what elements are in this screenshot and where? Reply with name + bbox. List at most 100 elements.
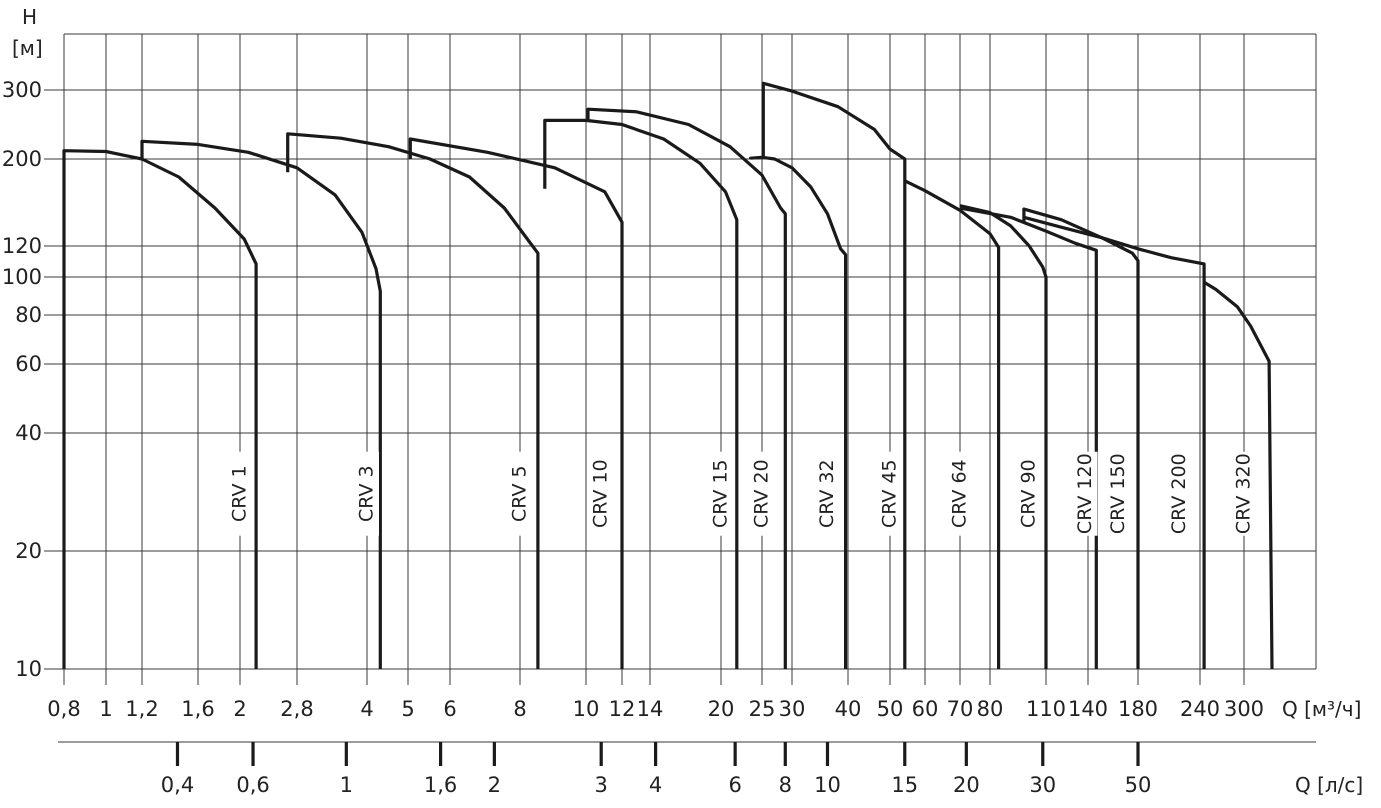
series-label-bg <box>589 451 614 536</box>
series-label-bg <box>1073 451 1098 536</box>
series-curve-crv-20 <box>586 107 787 669</box>
series-label-bg <box>815 451 840 536</box>
x-tick-label-m3h: 80 <box>977 697 1004 721</box>
series-label-bg <box>508 451 532 536</box>
x-tick-label-m3h: 6 <box>443 697 456 721</box>
series-label: CRV 15 <box>710 459 732 528</box>
y-axis-label-line2: [м] <box>12 36 43 60</box>
y-tick-label: 80 <box>15 303 42 327</box>
series-label-bg <box>1017 451 1042 536</box>
series-curve-crv-32 <box>749 155 848 669</box>
x-tick-label-m3h: 40 <box>835 697 862 721</box>
series-label: CRV 10 <box>590 459 612 528</box>
x-tick-label-ls: 20 <box>953 773 980 797</box>
x-tick-label-m3h: 25 <box>749 697 776 721</box>
series-labels: CRV 1 CRV 3 CRV 5 CRV 10 CRV 15 CRV 20 CRV 32 C… <box>228 451 1256 536</box>
series-curve-crv-90 <box>959 204 1048 669</box>
x-tick-label-m3h: 4 <box>360 697 373 721</box>
x-tick-label-ls: 3 <box>595 773 608 797</box>
series-curves <box>62 81 1274 670</box>
series-curve-crv-64 <box>904 179 1001 669</box>
x-tick-label-m3h: 60 <box>912 697 939 721</box>
x-tick-label-m3h: 240 <box>1180 697 1220 721</box>
y-tick-label: 10 <box>15 657 42 681</box>
x-tick-label-m3h: 20 <box>708 697 735 721</box>
series-label: CRV 20 <box>751 459 773 528</box>
x-axis-label-m3h: Q [м³/ч] <box>1282 697 1361 721</box>
x-tick-label-ls: 4 <box>649 773 662 797</box>
x-tick-label-ls: 2 <box>488 773 501 797</box>
x-tick-label-ls: 0,6 <box>236 773 269 797</box>
series-label: CRV 150 <box>1107 453 1129 534</box>
y-tick-label: 120 <box>2 234 42 258</box>
y-axis-label-line1: H <box>22 5 37 29</box>
grid <box>44 33 1317 743</box>
series-label-bg <box>750 451 774 536</box>
x-tick-label-ls: 30 <box>1029 773 1056 797</box>
series-label: CRV 45 <box>879 459 901 528</box>
x-tick-label-ls: 15 <box>891 773 918 797</box>
series-label-bg <box>1106 451 1131 536</box>
x-tick-label-m3h: 30 <box>779 697 806 721</box>
y-tick-label: 300 <box>2 78 42 102</box>
x-tick-label-ls: 6 <box>728 773 741 797</box>
y-axis-ticks: 10 20 40 60 80 100 120 200 300 <box>2 78 42 681</box>
x-tick-label-m3h: 12 <box>609 697 636 721</box>
series-label: CRV 90 <box>1018 459 1040 528</box>
x-tick-label-ls: 50 <box>1125 773 1152 797</box>
x-tick-label-m3h: 0,8 <box>47 697 80 721</box>
x-axis-label-ls: Q [л/с] <box>1295 773 1363 797</box>
x-tick-label-m3h: 5 <box>401 697 414 721</box>
series-label-bg <box>948 451 972 536</box>
x-tick-label-m3h: 180 <box>1118 697 1158 721</box>
series-label: CRV 200 <box>1168 453 1190 534</box>
series-curve-crv-120 <box>959 206 1098 669</box>
x-tick-label-m3h: 1,6 <box>181 697 214 721</box>
x-tick-label-m3h: 70 <box>947 697 974 721</box>
y-tick-label: 100 <box>2 265 42 289</box>
series-curve-crv-15 <box>543 118 739 669</box>
x-tick-label-m3h: 300 <box>1224 697 1264 721</box>
x-axis-ticks-ls: 0,4 0,6 1 1,6 2 3 4 6 8 10 15 20 30 50 <box>161 742 1152 797</box>
x-tick-label-ls: 0,4 <box>161 773 194 797</box>
series-curve-crv-45 <box>761 81 907 669</box>
x-tick-label-m3h: 8 <box>513 697 526 721</box>
x-tick-label-m3h: 14 <box>637 697 664 721</box>
x-tick-label-m3h: 10 <box>573 697 600 721</box>
y-tick-label: 200 <box>2 147 42 171</box>
x-tick-label-ls: 1,6 <box>424 773 457 797</box>
series-label-bg <box>228 451 252 536</box>
x-tick-label-ls: 8 <box>779 773 792 797</box>
series-label-bg <box>709 451 733 536</box>
series-label-bg <box>355 451 379 536</box>
x-tick-label-ls: 1 <box>340 773 353 797</box>
series-curve-crv-200 <box>1023 215 1206 669</box>
series-curve-crv-3 <box>140 139 382 669</box>
series-label: CRV 320 <box>1233 453 1255 534</box>
x-tick-label-ls: 10 <box>814 773 841 797</box>
x-tick-label-m3h: 50 <box>877 697 904 721</box>
series-curve-crv-10 <box>408 137 624 669</box>
y-tick-label: 60 <box>15 352 42 376</box>
x-tick-label-m3h: 110 <box>1026 697 1066 721</box>
series-label: CRV 32 <box>816 459 838 528</box>
y-tick-label: 40 <box>15 421 42 445</box>
series-label: CRV 64 <box>949 459 971 528</box>
series-label-bg <box>1232 451 1256 536</box>
series-label: CRV 1 <box>229 465 251 522</box>
x-tick-label-m3h: 2 <box>233 697 246 721</box>
x-tick-label-m3h: 1 <box>99 697 112 721</box>
y-tick-label: 20 <box>15 539 42 563</box>
series-curve-crv-5 <box>286 132 540 669</box>
series-label: CRV 120 <box>1074 453 1096 534</box>
series-label: CRV 5 <box>509 465 531 522</box>
x-tick-label-m3h: 140 <box>1068 697 1108 721</box>
series-label: CRV 3 <box>356 465 378 522</box>
series-label-bg <box>878 451 902 536</box>
x-axis-ticks-m3h: 0,8 1 1,2 1,6 2 2,8 4 5 6 8 10 12 14 20 25 30 40 50 60 70 80… <box>47 697 1264 721</box>
series-curve-crv-320 <box>1203 280 1274 670</box>
x-tick-label-m3h: 1,2 <box>125 697 158 721</box>
series-curve-crv-150 <box>1022 207 1140 669</box>
x-tick-label-m3h: 2,8 <box>280 697 313 721</box>
